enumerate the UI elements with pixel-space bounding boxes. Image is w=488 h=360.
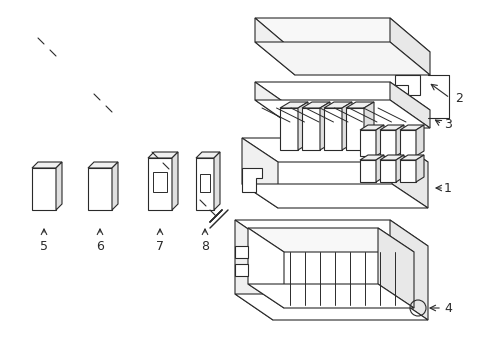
Polygon shape	[235, 294, 427, 320]
Polygon shape	[389, 82, 429, 128]
Polygon shape	[375, 155, 383, 182]
Polygon shape	[399, 155, 423, 160]
Polygon shape	[399, 160, 415, 182]
Polygon shape	[359, 130, 375, 156]
Polygon shape	[391, 138, 427, 208]
Polygon shape	[389, 220, 427, 320]
Polygon shape	[254, 100, 429, 128]
Polygon shape	[395, 125, 403, 156]
Text: 2: 2	[454, 91, 462, 104]
Polygon shape	[235, 246, 247, 258]
Polygon shape	[88, 168, 112, 210]
Polygon shape	[148, 152, 178, 158]
Polygon shape	[394, 75, 419, 95]
Polygon shape	[359, 155, 383, 160]
Text: 1: 1	[443, 181, 451, 194]
Polygon shape	[254, 18, 429, 52]
Polygon shape	[254, 42, 429, 75]
Polygon shape	[242, 138, 278, 208]
Polygon shape	[254, 82, 294, 128]
Polygon shape	[359, 125, 383, 130]
Polygon shape	[242, 138, 427, 162]
Polygon shape	[399, 130, 415, 156]
Polygon shape	[247, 228, 413, 252]
Polygon shape	[280, 108, 297, 150]
Text: 7: 7	[156, 240, 163, 253]
Polygon shape	[379, 130, 395, 156]
Polygon shape	[389, 18, 429, 75]
Polygon shape	[415, 125, 423, 156]
Polygon shape	[415, 155, 423, 182]
Polygon shape	[242, 168, 262, 192]
Polygon shape	[319, 102, 329, 150]
Polygon shape	[254, 18, 294, 75]
Polygon shape	[377, 228, 413, 308]
Polygon shape	[112, 162, 118, 210]
Polygon shape	[247, 284, 413, 308]
Polygon shape	[172, 152, 178, 210]
Text: 4: 4	[443, 302, 451, 315]
Polygon shape	[196, 152, 220, 158]
Bar	[153, 172, 167, 192]
Polygon shape	[254, 82, 429, 110]
Polygon shape	[324, 102, 351, 108]
Polygon shape	[196, 158, 214, 210]
Text: 5: 5	[40, 240, 48, 253]
Polygon shape	[214, 152, 220, 210]
Polygon shape	[280, 102, 307, 108]
Polygon shape	[395, 155, 403, 182]
Polygon shape	[399, 125, 423, 130]
Polygon shape	[148, 158, 172, 210]
Polygon shape	[88, 162, 118, 168]
Polygon shape	[302, 102, 329, 108]
Polygon shape	[235, 220, 272, 320]
Polygon shape	[379, 155, 403, 160]
Polygon shape	[346, 108, 363, 150]
Bar	[200, 174, 209, 192]
Polygon shape	[341, 102, 351, 150]
Polygon shape	[346, 102, 373, 108]
Polygon shape	[242, 184, 427, 208]
Polygon shape	[363, 102, 373, 150]
Polygon shape	[302, 108, 319, 150]
Polygon shape	[375, 125, 383, 156]
Text: 8: 8	[201, 240, 208, 253]
Polygon shape	[359, 160, 375, 182]
Polygon shape	[32, 162, 62, 168]
Text: 3: 3	[443, 117, 451, 130]
Polygon shape	[247, 228, 284, 308]
Polygon shape	[297, 102, 307, 150]
Polygon shape	[379, 125, 403, 130]
Polygon shape	[56, 162, 62, 210]
Polygon shape	[235, 220, 427, 246]
Text: 6: 6	[96, 240, 104, 253]
Polygon shape	[379, 160, 395, 182]
Polygon shape	[324, 108, 341, 150]
Polygon shape	[235, 264, 247, 276]
Polygon shape	[32, 168, 56, 210]
